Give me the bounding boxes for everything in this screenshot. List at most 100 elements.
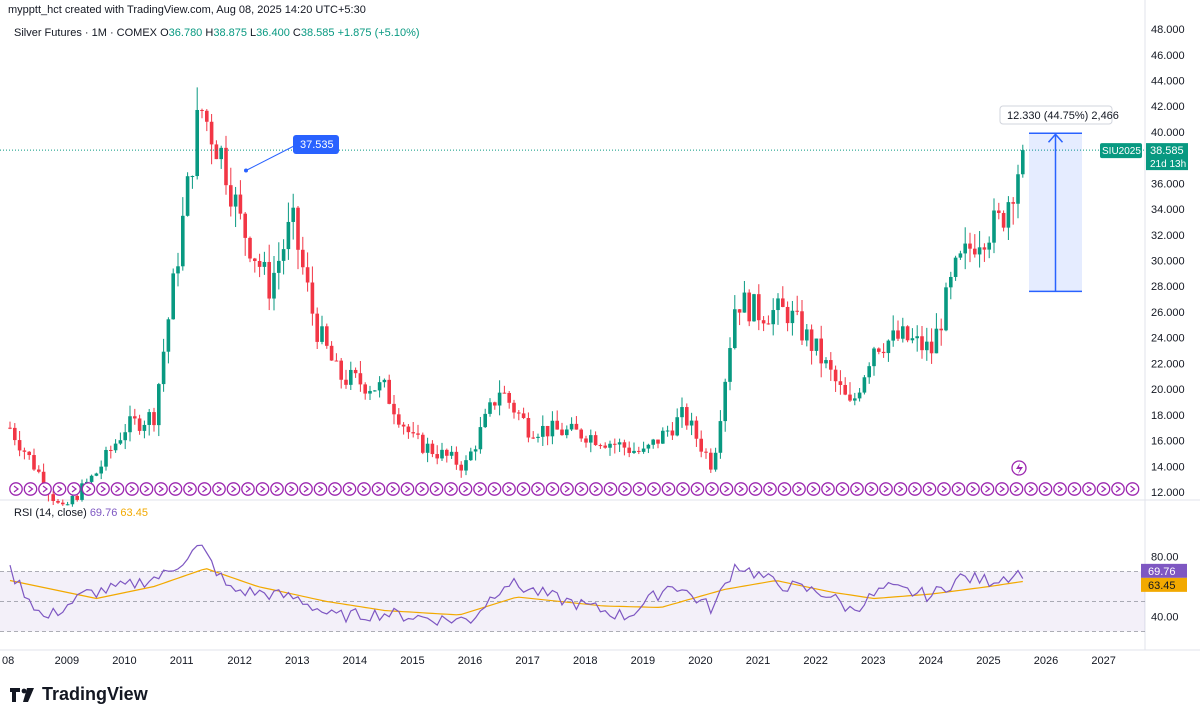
event-marker-arrow: [912, 485, 918, 493]
candle-body: [512, 402, 516, 413]
event-marker-arrow: [1130, 485, 1136, 493]
candle-body: [848, 394, 852, 401]
event-marker: [574, 482, 589, 496]
candle-body: [713, 452, 718, 470]
rsi-tick-label: 80.00: [1151, 552, 1179, 564]
candle-body: [589, 435, 593, 443]
candle-body: [27, 451, 31, 456]
candle-body: [286, 221, 291, 250]
candle-body: [805, 329, 809, 341]
candle-body: [454, 451, 459, 465]
event-marker-arrow: [1057, 485, 1063, 493]
event-marker-arrow: [535, 485, 541, 493]
measure-arrow-head: [1047, 133, 1064, 143]
event-marker-arrow: [825, 485, 831, 493]
event-marker-arrow: [1043, 485, 1049, 493]
event-marker: [255, 482, 270, 496]
lightning-icon-glyph: [1016, 463, 1023, 474]
callout-anchor: [244, 168, 248, 173]
event-marker-arrow: [332, 485, 338, 493]
event-marker-arrow: [303, 485, 309, 493]
candle-body: [75, 495, 79, 500]
event-marker: [429, 482, 444, 496]
event-marker-arrow: [434, 485, 440, 493]
candle-body: [675, 417, 679, 436]
candle-body: [1011, 202, 1015, 204]
rsi-ma-line: [9, 568, 1023, 616]
candle-body: [857, 392, 862, 399]
candle-body: [358, 373, 363, 385]
event-marker-arrow: [680, 485, 686, 493]
event-marker-arrow: [811, 485, 817, 493]
candle-body: [694, 420, 699, 439]
event-marker-arrow: [651, 485, 657, 493]
event-marker-arrow: [376, 485, 382, 493]
candle-body: [867, 366, 871, 378]
candle-body: [334, 360, 339, 362]
rsi-label[interactable]: RSI (14, close): [14, 507, 87, 519]
candle-body: [176, 266, 180, 274]
close-value: 38.585: [300, 27, 335, 39]
candle-body: [819, 338, 823, 364]
event-marker: [444, 482, 458, 496]
event-marker: [1024, 482, 1038, 496]
tradingview-logo[interactable]: TradingView: [10, 684, 148, 705]
event-marker-arrow: [840, 485, 846, 493]
price-tick-label: 20.000: [1151, 384, 1185, 396]
event-marker: [473, 482, 487, 496]
event-marker-arrow: [448, 485, 454, 493]
candle-body: [205, 110, 209, 122]
candle-body: [699, 438, 703, 452]
event-marker: [734, 482, 748, 496]
candle-body: [459, 464, 463, 471]
candle-body: [728, 348, 732, 382]
candle-body: [238, 194, 243, 214]
candle-body: [785, 306, 790, 324]
candle-body: [142, 424, 147, 431]
event-marker: [487, 482, 502, 496]
time-tick-label: 2013: [285, 655, 309, 667]
candle-body: [704, 451, 708, 453]
time-tick-label: 2010: [112, 655, 136, 667]
candle-body: [377, 382, 382, 391]
event-marker-arrow: [956, 485, 962, 493]
price-tick-label: 22.000: [1151, 358, 1185, 370]
event-marker: [531, 482, 545, 496]
candle-body: [248, 237, 252, 259]
candle-body: [608, 443, 612, 448]
symbol-name[interactable]: Silver Futures · 1M · COMEX: [14, 27, 158, 39]
time-tick-label: 2021: [746, 655, 770, 667]
candle-body: [949, 276, 953, 288]
event-marker: [995, 482, 1009, 496]
candle-body: [531, 437, 535, 439]
price-tick-label: 34.000: [1151, 204, 1185, 216]
rsi-tag-bg: [1141, 563, 1187, 578]
event-marker-arrow: [622, 485, 628, 493]
event-marker-arrow: [129, 485, 135, 493]
candle-body: [368, 390, 372, 394]
rsi-value: 69.76: [89, 507, 118, 519]
event-marker-arrow: [869, 485, 875, 493]
candle-body: [689, 420, 694, 426]
rsi-tag: 69.76: [1148, 566, 1176, 578]
candle-body: [41, 471, 46, 488]
candle-body: [13, 427, 17, 441]
candle-body: [277, 260, 281, 273]
candle-body: [651, 439, 655, 445]
event-marker-arrow: [564, 485, 570, 493]
candle-body: [963, 243, 967, 254]
candle-body: [781, 298, 785, 307]
event-marker: [1067, 482, 1082, 496]
time-tick-label: 2022: [803, 655, 827, 667]
rsi-ma-tag: 63.45: [1148, 580, 1176, 592]
event-marker-arrow: [970, 485, 976, 493]
time-tick-label: 2020: [688, 655, 712, 667]
candle-body: [1016, 174, 1020, 204]
event-marker: [241, 482, 255, 496]
candle-body: [521, 413, 526, 419]
time-tick-label: 2012: [227, 655, 251, 667]
event-marker: [516, 482, 531, 496]
rsi-line: [9, 544, 1024, 627]
candle-body: [757, 294, 761, 321]
